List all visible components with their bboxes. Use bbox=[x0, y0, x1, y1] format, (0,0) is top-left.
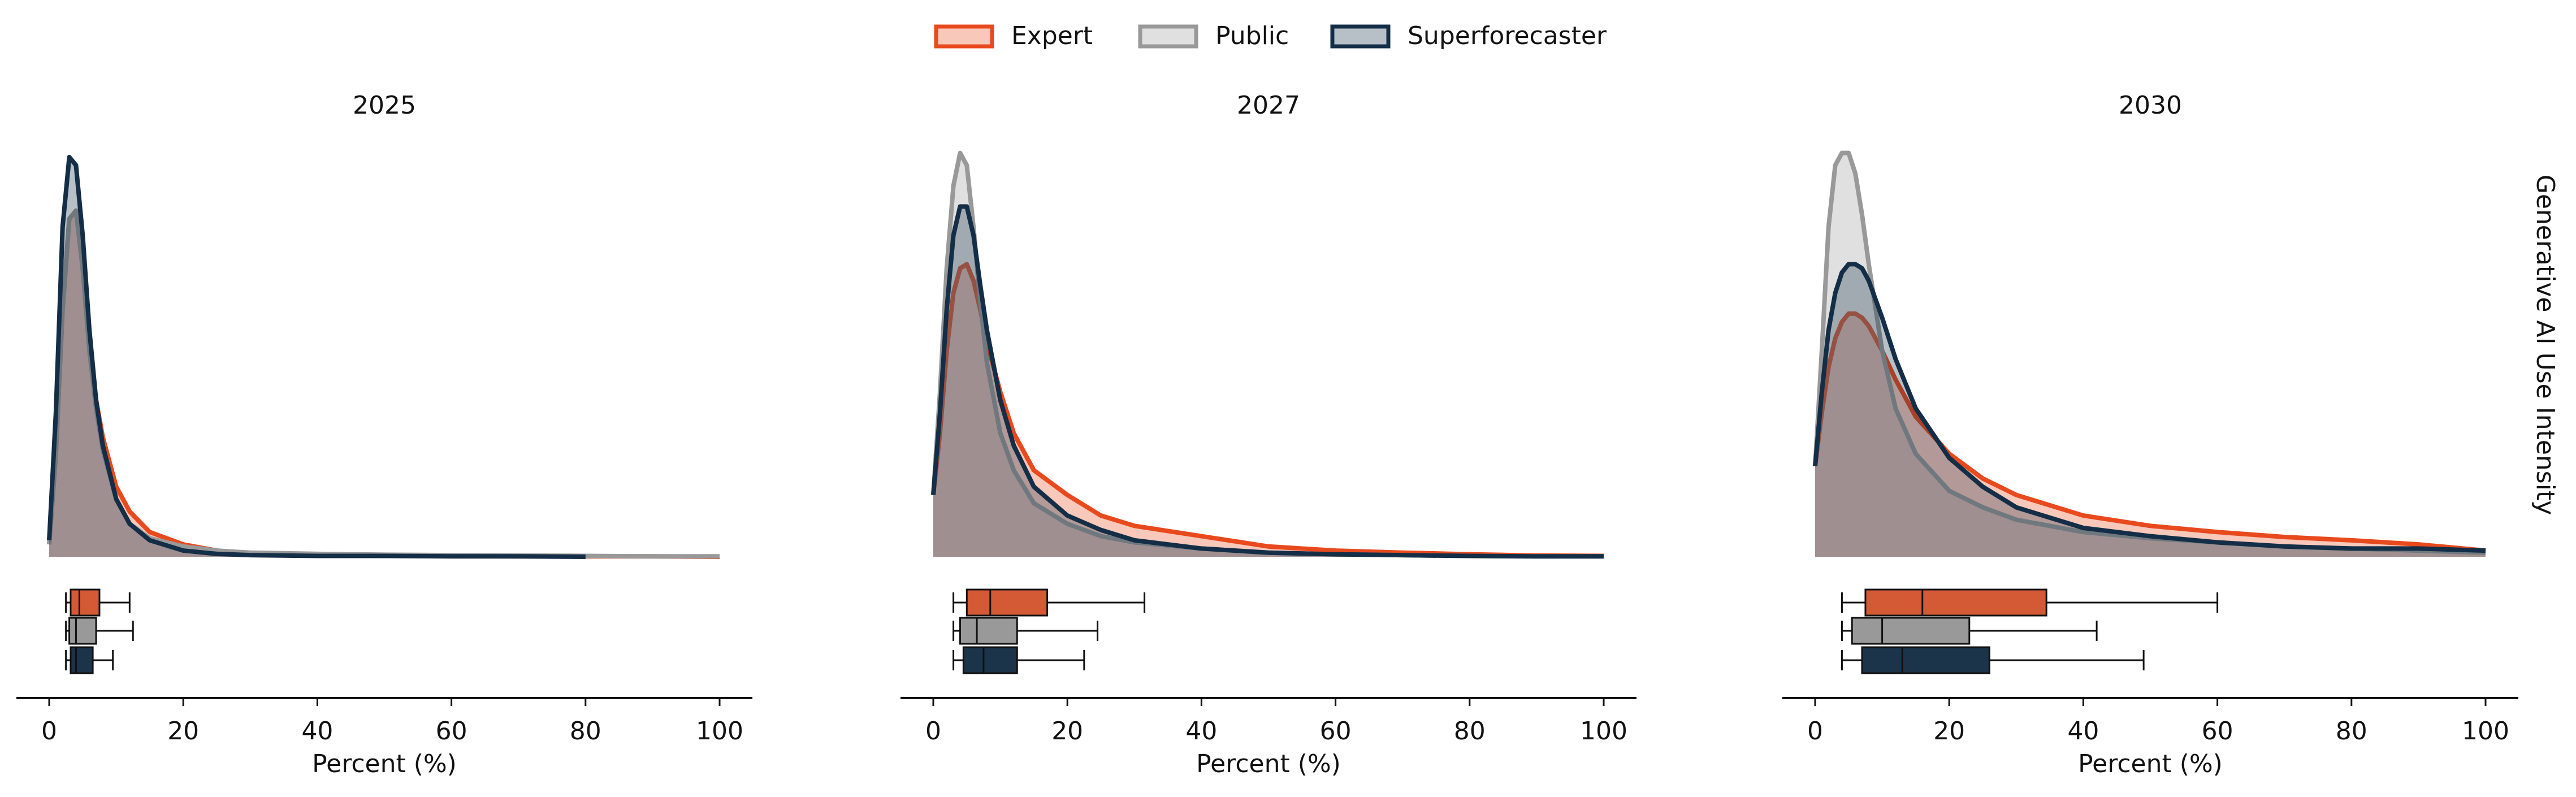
box bbox=[70, 646, 94, 674]
x-tick-label: 0 bbox=[925, 717, 941, 746]
x-tick-label: 20 bbox=[1933, 717, 1965, 746]
box bbox=[1851, 617, 1971, 645]
density-area bbox=[933, 264, 1604, 557]
density-area bbox=[49, 157, 586, 557]
box bbox=[966, 588, 1049, 617]
x-tick-label: 0 bbox=[1807, 717, 1823, 746]
density-area bbox=[1815, 264, 2486, 557]
legend-label: Expert bbox=[1011, 21, 1093, 50]
x-tick-label: 20 bbox=[1051, 717, 1083, 746]
legend-label: Superforecaster bbox=[1408, 21, 1607, 50]
density-area bbox=[49, 210, 720, 557]
x-tick-label: 100 bbox=[1580, 717, 1627, 746]
x-axis-label: Percent (%) bbox=[2078, 750, 2223, 778]
x-tick-label: 60 bbox=[2202, 717, 2233, 746]
density-line bbox=[47, 208, 720, 559]
x-axis-label: Percent (%) bbox=[1196, 750, 1341, 778]
legend-swatch bbox=[1330, 24, 1391, 49]
row-label: Generative AI Use Intensity bbox=[2531, 175, 2560, 516]
density-area bbox=[933, 153, 1604, 557]
x-tick-label: 100 bbox=[2462, 717, 2509, 746]
x-tick-label: 60 bbox=[1320, 717, 1352, 746]
density-line bbox=[47, 154, 586, 559]
x-tick-label: 40 bbox=[301, 717, 333, 746]
x-tick-label: 80 bbox=[2336, 717, 2367, 746]
box bbox=[68, 617, 97, 645]
x-tick-label: 0 bbox=[41, 717, 57, 746]
x-tick-label: 60 bbox=[436, 717, 467, 746]
legend-label: Public bbox=[1215, 21, 1289, 50]
box bbox=[959, 617, 1018, 645]
panel-title: 2027 bbox=[1237, 91, 1300, 120]
density-line bbox=[1813, 311, 2486, 553]
panel-title: 2030 bbox=[2119, 91, 2182, 120]
box bbox=[70, 588, 101, 617]
legend-swatch bbox=[1138, 24, 1198, 49]
x-tick-label: 80 bbox=[570, 717, 601, 746]
density-area bbox=[933, 206, 1604, 557]
panel-title: 2025 bbox=[353, 91, 416, 120]
legend-swatch bbox=[934, 24, 994, 49]
density-line bbox=[1813, 262, 2486, 553]
density-area bbox=[1815, 313, 2486, 557]
density-line bbox=[931, 262, 1604, 558]
x-tick-label: 40 bbox=[2067, 717, 2099, 746]
density-area bbox=[49, 210, 720, 557]
x-tick-label: 20 bbox=[167, 717, 199, 746]
x-tick-label: 40 bbox=[1185, 717, 1217, 746]
box bbox=[1861, 646, 1990, 674]
density-line bbox=[931, 204, 1604, 559]
density-area bbox=[1815, 153, 2486, 557]
x-axis-label: Percent (%) bbox=[312, 750, 457, 778]
x-tick-label: 100 bbox=[696, 717, 743, 746]
x-tick-label: 80 bbox=[1454, 717, 1486, 746]
box bbox=[962, 646, 1018, 674]
box bbox=[1864, 588, 2047, 617]
density-line bbox=[47, 208, 720, 559]
